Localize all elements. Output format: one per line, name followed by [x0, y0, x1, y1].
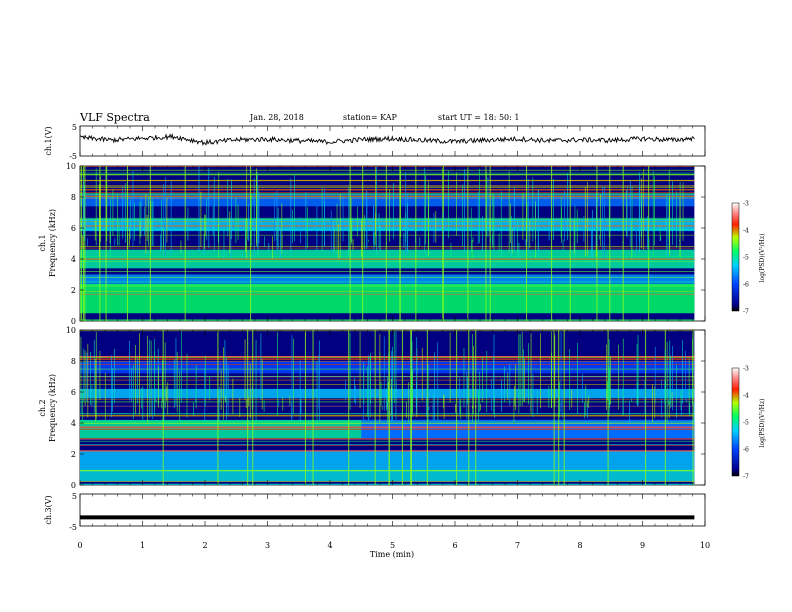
ch3-waveform-panel: 5 -5 ch.3(V)	[44, 492, 706, 532]
ytick-label: 10	[66, 326, 76, 335]
ch1-colorbar-gradient	[731, 202, 740, 312]
xtick-label: 9	[640, 541, 645, 550]
colorbar-tick-label: -3	[743, 201, 749, 208]
xtick-label: 7	[515, 541, 520, 550]
ch2-spectrogram-image	[80, 330, 695, 485]
ch1-ytick-bottom: -5	[69, 152, 77, 161]
colorbar-tick-label: -4	[743, 393, 749, 400]
x-axis: 0 1 2 3 4 5 6 7 8 9 10	[77, 126, 710, 550]
spectrogram-band	[80, 469, 695, 482]
spectrogram-band	[80, 274, 695, 284]
colorbar-tick-label: -3	[743, 366, 749, 373]
colorbar-tick-label: -4	[743, 228, 749, 235]
date-label: Jan. 28, 2018	[250, 113, 304, 122]
ytick-label: 8	[71, 357, 76, 366]
xtick-label: 10	[700, 541, 710, 550]
ch1-colorbar-label: log(PSD)(V²/Hz)	[759, 234, 766, 283]
spectrogram-band	[80, 193, 695, 207]
ytick-label: 2	[71, 286, 76, 295]
colorbar-tick-label: -5	[743, 420, 749, 427]
ytick-label: 4	[71, 419, 76, 428]
ytick-label: 6	[71, 388, 76, 397]
ytick-label: 6	[71, 224, 76, 233]
xtick-label: 4	[327, 541, 332, 550]
colorbar-tick-label: -6	[743, 447, 749, 454]
ch2-colorbar: -3 -4 -5 -6 -7 log(PSD)(V²/Hz)	[731, 366, 766, 481]
station-label: station= KAP	[343, 113, 397, 122]
ch1-waveform-panel: 5 -5 ch.1(V)	[44, 123, 706, 161]
xtick-label: 5	[390, 541, 395, 550]
ytick-label: 0	[71, 317, 76, 326]
ytick-label: 10	[66, 162, 76, 171]
start-time-label: start UT = 18: 50: 1	[438, 113, 520, 122]
ch2-frequency-ylabel: Frequency (kHz)	[48, 374, 57, 442]
colorbar-tick-label: -7	[743, 474, 749, 481]
colorbar-tick-label: -5	[743, 255, 749, 262]
ytick-label: 4	[71, 255, 76, 264]
colorbar-tick-label: -7	[743, 309, 749, 316]
spectrogram-band	[80, 361, 695, 374]
ch2-colorbar-label: log(PSD)(V²/Hz)	[759, 399, 766, 448]
ch1-colorbar: -3 -4 -5 -6 -7 log(PSD)(V²/Hz)	[731, 201, 766, 316]
xtick-label: 6	[452, 541, 457, 550]
ch1-spectrogram-panel: 0 2 4 6 8 10 ch.1 Frequency (kHz)	[38, 162, 706, 326]
ch3-ytick-bottom: -5	[69, 523, 77, 532]
ytick-label: 2	[71, 450, 76, 459]
spectrogram-band	[80, 283, 695, 314]
ch2-spectrogram-panel: 0 2 4 6 8 10 ch.2 Frequency (kHz)	[38, 326, 706, 490]
chart-title: VLF Spectra	[80, 111, 150, 124]
spectrogram-band	[80, 450, 695, 470]
xtick-label: 3	[265, 541, 270, 550]
ch1-waveform-ylabel: ch.1(V)	[44, 126, 53, 155]
ch1-waveform-trace	[79, 133, 695, 146]
xtick-label: 8	[577, 541, 582, 550]
ch1-spectrogram-image	[80, 166, 695, 321]
xtick-label: 0	[77, 541, 82, 550]
ch3-waveform-ylabel: ch.3(V)	[44, 495, 53, 524]
ch1-spectrogram-ylabel: ch.1	[38, 234, 47, 251]
ch1-frequency-ylabel: Frequency (kHz)	[48, 209, 57, 277]
ch2-colorbar-gradient	[731, 367, 740, 477]
xtick-label: 2	[202, 541, 207, 550]
xtick-label: 1	[140, 541, 145, 550]
x-axis-label: Time (min)	[370, 550, 414, 559]
ch3-ytick-top: 5	[72, 492, 77, 501]
ch1-ytick-top: 5	[72, 123, 77, 132]
ch2-spectrogram-ylabel: ch.2	[38, 399, 47, 416]
colorbar-tick-label: -6	[743, 282, 749, 289]
ytick-label: 8	[71, 193, 76, 202]
ch3-waveform-frame	[79, 493, 706, 527]
ytick-label: 0	[71, 481, 76, 490]
